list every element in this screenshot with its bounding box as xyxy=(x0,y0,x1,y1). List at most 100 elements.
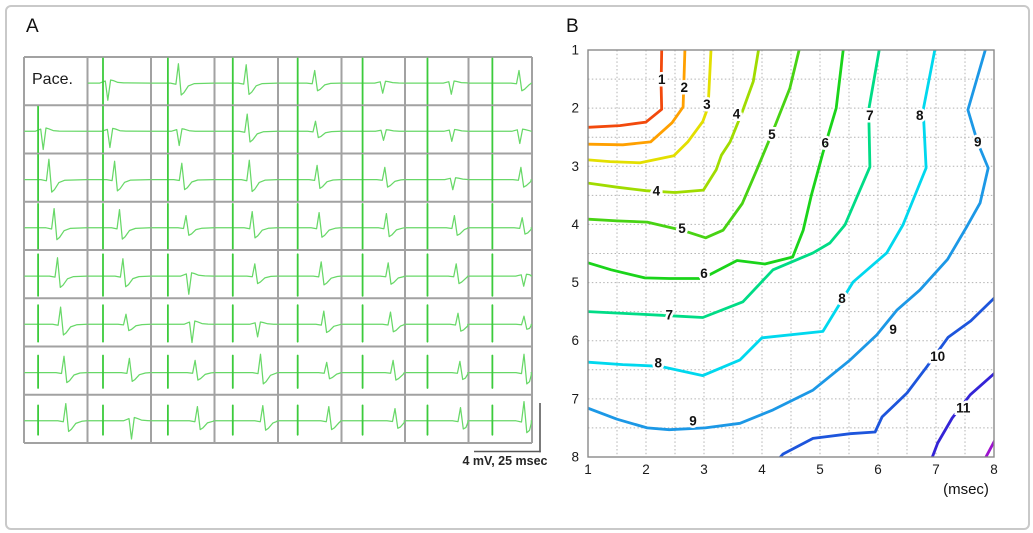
contour-line-10 xyxy=(778,296,994,458)
electrogram-trace xyxy=(214,159,278,193)
x-axis-tick-label: 8 xyxy=(990,462,998,477)
electrogram-trace xyxy=(87,416,151,440)
contour-label-11: 11 xyxy=(956,400,971,415)
y-axis-tick-label: 5 xyxy=(571,275,579,290)
electrogram-grid-svg xyxy=(23,56,541,453)
electrogram-trace xyxy=(151,128,215,147)
electrogram-trace xyxy=(151,359,215,381)
electrogram-trace xyxy=(405,406,469,430)
electrogram-trace xyxy=(87,79,151,101)
electrogram-trace xyxy=(87,127,151,149)
y-axis-tick-label: 1 xyxy=(571,43,579,58)
contour-line-8 xyxy=(588,50,937,378)
electrogram-trace xyxy=(87,160,151,192)
electrogram-trace xyxy=(151,320,215,344)
contour-label-9: 9 xyxy=(689,414,697,429)
electrogram-trace xyxy=(405,360,469,381)
electrogram-trace xyxy=(341,359,405,381)
electrogram-trace xyxy=(278,164,342,190)
electrogram-trace xyxy=(405,263,469,285)
electrogram-trace xyxy=(468,166,532,188)
y-axis-tick-label: 8 xyxy=(571,450,579,465)
contour-label-8: 8 xyxy=(916,108,924,123)
electrogram-trace xyxy=(341,311,405,333)
electrogram-trace xyxy=(214,263,278,285)
electrogram-trace xyxy=(341,407,406,429)
contour-line-9 xyxy=(588,50,990,432)
electrogram-trace xyxy=(405,312,469,332)
electrogram-trace xyxy=(24,257,88,289)
plot-border xyxy=(587,49,995,458)
contour-line-4 xyxy=(588,50,760,194)
electrogram-trace xyxy=(214,353,278,385)
electrogram-trace xyxy=(278,361,342,380)
electrogram-trace xyxy=(468,400,533,434)
contour-label-8: 8 xyxy=(654,356,662,371)
contour-line-1 xyxy=(588,50,664,129)
electrogram-trace xyxy=(151,63,215,96)
electrogram-trace xyxy=(341,212,405,238)
electrogram-trace xyxy=(214,404,278,431)
x-axis-tick-label: 3 xyxy=(700,462,708,477)
x-axis-tick-label: 1 xyxy=(584,462,592,477)
y-axis-tick-label: 2 xyxy=(571,101,579,116)
electrogram-trace xyxy=(278,310,342,334)
electrogram-trace xyxy=(24,207,88,241)
electrogram-trace xyxy=(87,313,151,332)
electrogram-trace xyxy=(341,262,405,285)
electrogram-trace xyxy=(468,217,533,235)
pace-site-label: Pace. xyxy=(32,71,73,88)
electrogram-trace xyxy=(151,405,215,431)
electrogram-trace xyxy=(214,113,278,143)
contour-label-5: 5 xyxy=(678,221,686,236)
electrogram-trace xyxy=(214,321,278,338)
x-axis-tick-label: 2 xyxy=(642,462,650,477)
contour-label-9: 9 xyxy=(974,135,982,150)
contour-line-2 xyxy=(588,50,687,147)
electrogram-trace xyxy=(278,120,342,139)
electrogram-trace xyxy=(278,405,342,431)
electrogram-trace xyxy=(468,273,533,287)
x-axis-tick-label: 5 xyxy=(816,462,824,477)
electrogram-trace xyxy=(24,306,88,336)
contour-label-1: 1 xyxy=(658,72,666,87)
panel-a-label: A xyxy=(26,16,40,37)
electrogram-trace xyxy=(24,158,88,193)
electrogram-trace xyxy=(151,162,215,191)
contour-label-7: 7 xyxy=(866,108,874,123)
electrogram-trace xyxy=(214,210,278,239)
electrogram-trace xyxy=(278,211,342,238)
contour-label-6: 6 xyxy=(700,266,708,281)
electrogram-trace xyxy=(87,208,151,240)
electrogram-trace xyxy=(405,214,469,236)
contour-line-7 xyxy=(588,50,881,319)
scale-bar-label: 4 mV, 25 msec xyxy=(462,454,548,468)
electrogram-trace xyxy=(24,127,88,151)
x-axis-tick-label: 4 xyxy=(758,462,766,477)
electrogram-trace xyxy=(468,315,533,330)
electrogram-trace xyxy=(278,69,342,92)
contour-line-3 xyxy=(588,50,713,165)
y-axis-tick-label: 3 xyxy=(571,159,579,174)
y-axis-tick-label: 7 xyxy=(571,391,579,406)
electrogram-trace xyxy=(151,214,215,236)
contour-line-5 xyxy=(588,50,801,240)
electrogram-trace xyxy=(214,64,278,96)
electrogram-trace xyxy=(87,258,151,288)
x-axis-tick-label: 6 xyxy=(874,462,882,477)
contour-label-5: 5 xyxy=(768,127,776,142)
contour-label-3: 3 xyxy=(703,97,711,112)
electrogram-trace xyxy=(468,69,532,92)
electrogram-trace xyxy=(24,355,88,384)
x-axis-tick-label: 7 xyxy=(932,462,940,477)
y-axis-tick-label: 4 xyxy=(571,217,579,232)
electrogram-trace xyxy=(341,129,405,142)
contour-label-6: 6 xyxy=(821,136,829,151)
electrogram-trace xyxy=(468,128,532,145)
electrogram-trace xyxy=(341,80,405,94)
electrogram-trace xyxy=(405,80,469,95)
contour-line-6 xyxy=(588,50,845,280)
contour-label-9: 9 xyxy=(889,322,897,337)
electrogram-trace xyxy=(278,261,342,286)
